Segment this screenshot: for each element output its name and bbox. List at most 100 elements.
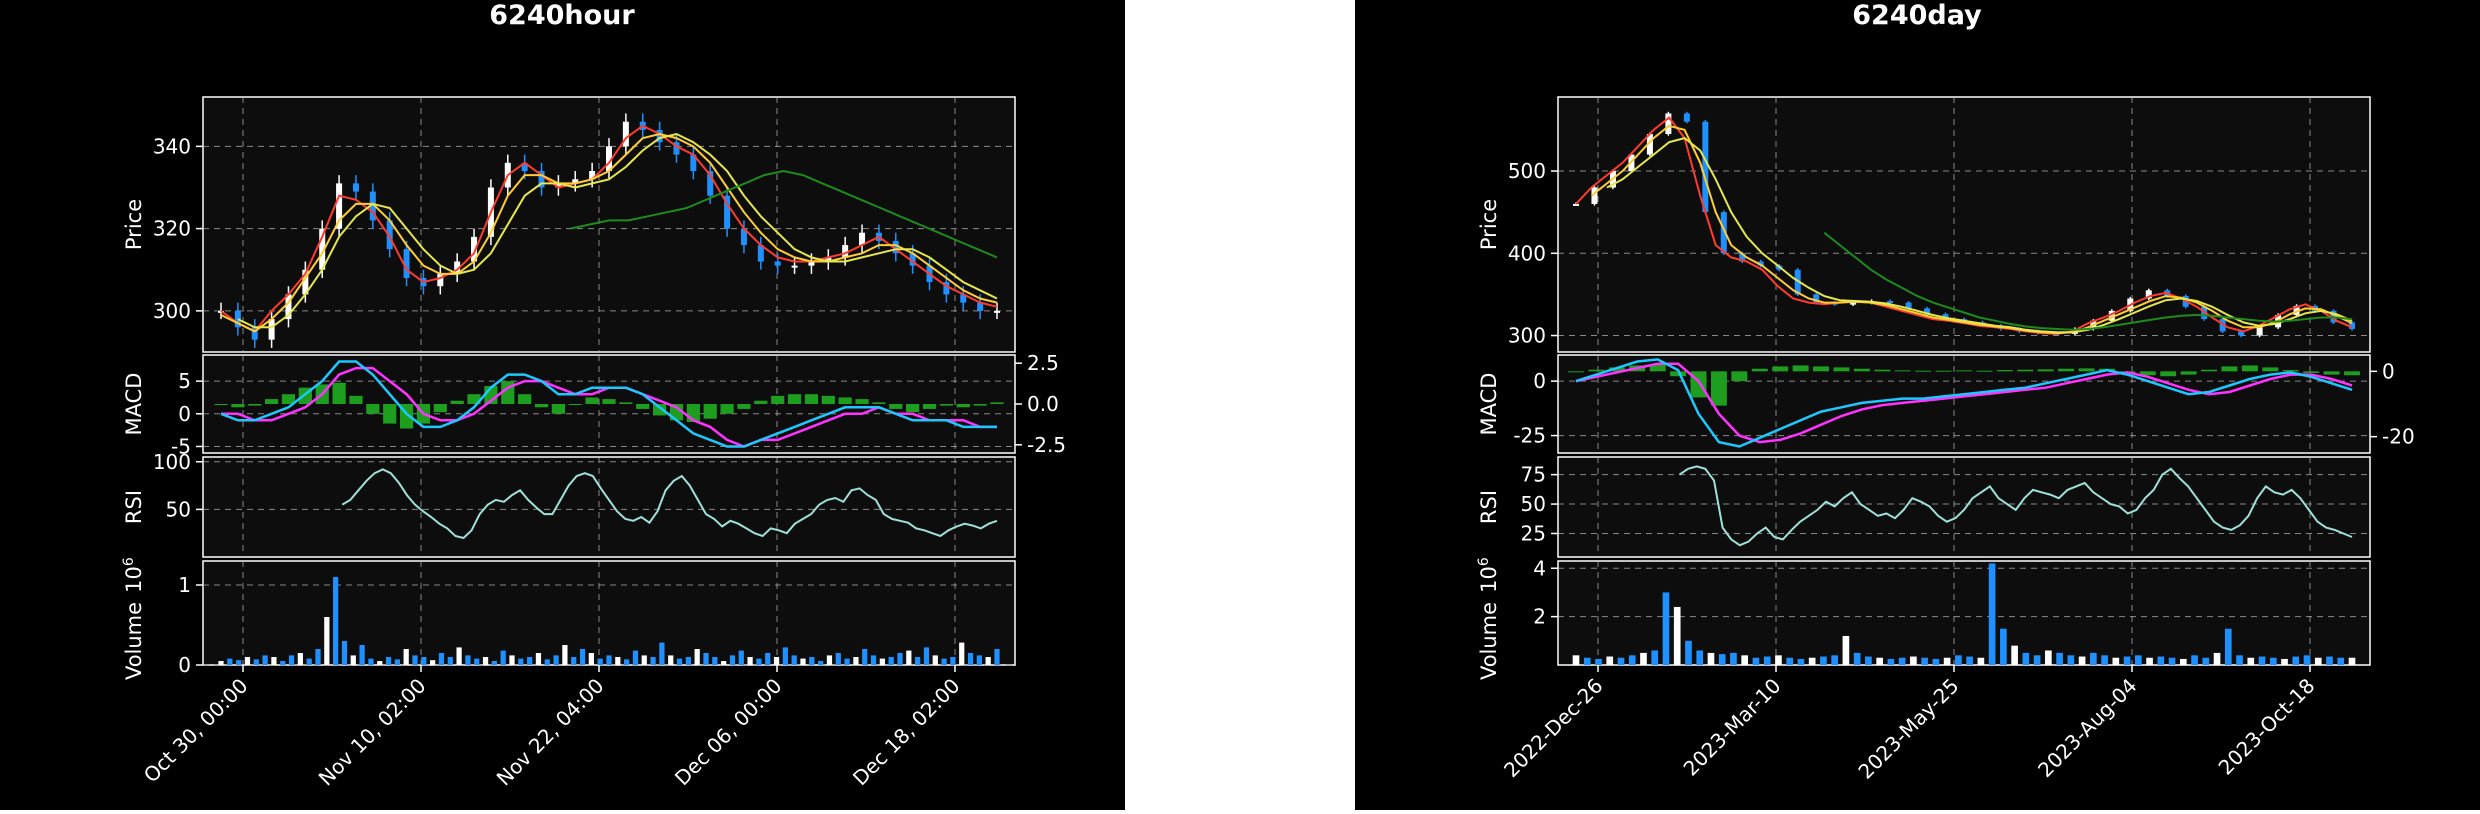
volume-bar: [756, 658, 762, 665]
volume-bar: [632, 650, 639, 665]
candle-body: [825, 257, 832, 262]
macd-histogram-bar: [534, 404, 549, 408]
volume-bar: [1966, 656, 1973, 665]
macd-histogram-bar: [990, 402, 1004, 404]
macd-histogram-bar: [1751, 368, 1768, 372]
macd-histogram-bar: [1649, 364, 1666, 372]
volume-bar: [253, 659, 259, 665]
volume-bar: [1718, 654, 1726, 665]
candle-body: [1683, 113, 1690, 122]
macd-histogram-bar: [265, 399, 279, 404]
macd-histogram-bar: [1874, 369, 1891, 372]
candle-body: [994, 310, 1000, 313]
candle-body: [1739, 253, 1746, 262]
volume-bar: [1977, 657, 1985, 665]
macd-histogram-bar: [1956, 370, 1972, 372]
macd-right-tick-label: 0: [2382, 359, 2395, 383]
x-tick-label: Nov 22, 04:00: [492, 674, 609, 791]
candle-body: [1924, 308, 1931, 315]
volume-bar: [491, 661, 497, 665]
price-panel: [202, 96, 1016, 353]
macd-histogram-bar: [939, 404, 953, 406]
volume-bar: [791, 655, 797, 665]
macd-histogram-bar: [281, 394, 296, 404]
volume-bar: [624, 659, 630, 665]
rsi-y-tick-label: 50: [166, 497, 191, 521]
volume-bar: [1662, 592, 1670, 665]
candle-body: [589, 171, 596, 180]
candle-body: [943, 282, 950, 295]
macd-histogram-bar: [1996, 370, 2013, 372]
volume-bar: [1763, 656, 1771, 665]
volume-bar: [959, 642, 965, 665]
volume-bar: [800, 658, 806, 665]
price-y-tick-label: 300: [1508, 324, 1546, 348]
chart-6240day-svg: 6240day 500 400 300 Price 0 -25 0 -20 MACD 75 50 25 R…: [1476, 0, 2415, 784]
chart-6240day: 6240day 500 400 300 Price 0 -25 0 -20 MACD 75 50 25 R…: [1355, 0, 2480, 810]
volume-bar: [2033, 655, 2041, 665]
volume-bar: [773, 657, 780, 665]
volume-bar: [950, 657, 956, 665]
candle-body: [2293, 305, 2300, 315]
volume-bar: [271, 657, 277, 665]
volume-y-tick-label: 2: [1533, 605, 1546, 629]
volume-bar: [2303, 655, 2311, 665]
volume-bar: [2022, 652, 2030, 665]
volume-bar: [359, 645, 365, 665]
macd-right-tick-label: 0.0: [1027, 392, 1059, 416]
candle-body: [1813, 294, 1820, 303]
macd-histogram-bar: [889, 404, 903, 409]
volume-panel: [1557, 560, 2371, 666]
candle-body: [1591, 187, 1598, 204]
moving-average-line-3: [1823, 231, 2353, 331]
volume-bar: [2056, 652, 2063, 665]
volume-bar: [2314, 657, 2322, 665]
macd-histogram-bar: [1792, 365, 1809, 372]
candle-body: [791, 265, 798, 268]
macd-histogram-bar: [2201, 369, 2218, 372]
macd-y-tick-label: -25: [1513, 424, 1546, 448]
volume-bar: [500, 650, 506, 665]
x-tick-label: 2023-Oct-18: [2214, 674, 2320, 780]
volume-bar: [535, 653, 542, 665]
volume-bar: [1707, 652, 1715, 665]
candle-body: [386, 220, 393, 250]
x-tick-label: Dec 06, 00:00: [670, 674, 787, 791]
volume-bar: [377, 661, 383, 665]
macd-histogram-bar: [2303, 371, 2320, 373]
macd-histogram-bar: [906, 404, 920, 413]
volume-bar: [1685, 640, 1692, 665]
volume-bar: [262, 655, 268, 665]
candle-body: [352, 183, 359, 192]
rsi-panel: [1557, 456, 2371, 558]
macd-line: [220, 360, 997, 448]
candle-body: [774, 261, 781, 266]
volume-bar: [879, 658, 885, 665]
candle-body: [336, 183, 343, 229]
candle-body: [268, 319, 275, 340]
moving-average-line-3: [569, 169, 998, 259]
volume-bar: [412, 655, 418, 665]
macd-histogram-bar: [231, 404, 245, 408]
price-panel: [1557, 96, 2371, 353]
candle-body: [859, 232, 866, 246]
volume-bar: [659, 642, 665, 665]
volume-bar: [809, 657, 815, 665]
x-tick-label: 2023-May-25: [1853, 674, 1963, 784]
candle-body: [234, 310, 241, 328]
volume-bar: [297, 653, 303, 665]
macd-histogram-bar: [2241, 365, 2258, 372]
macd-histogram-bar: [467, 394, 481, 404]
rsi-y-tick-label: 50: [1521, 492, 1546, 516]
macd-histogram-bar: [2058, 368, 2075, 372]
price-y-tick-label: 320: [153, 217, 191, 241]
volume-bar: [482, 657, 489, 665]
macd-histogram-bar: [2221, 366, 2238, 372]
macd-y-tick-label: 5: [178, 369, 191, 393]
candle-body: [538, 171, 545, 188]
volume-bar: [1831, 655, 1838, 665]
macd-histogram-bar: [2344, 371, 2360, 376]
macd-histogram-bar: [754, 400, 768, 404]
candle-body: [454, 261, 461, 274]
volume-bar: [2191, 655, 2198, 665]
